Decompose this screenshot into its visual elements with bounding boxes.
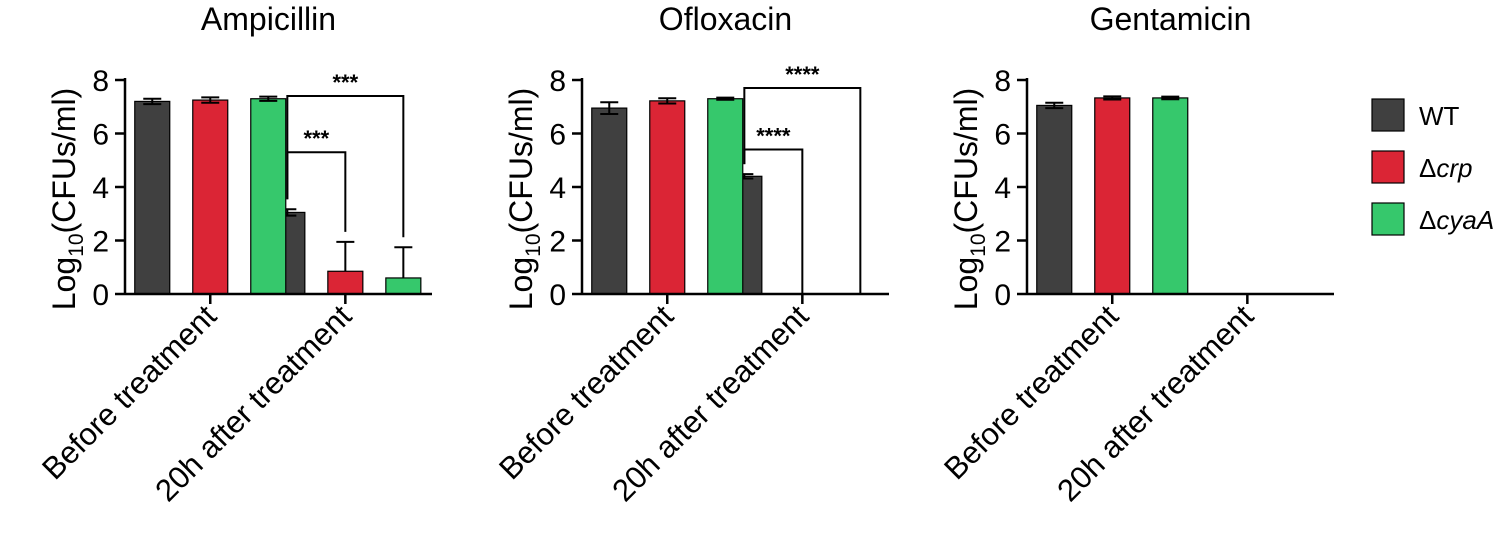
y-tick-label: 0 <box>994 279 1011 312</box>
legend-item-2: Δcrp <box>1371 150 1473 184</box>
y-tick-label: 6 <box>92 119 109 152</box>
y-tick-label: 6 <box>994 119 1011 152</box>
error-bar <box>716 96 735 101</box>
error-bar <box>1103 95 1122 101</box>
y-axis-label: Log10(CFUs/ml) <box>46 88 88 310</box>
y-tick-label: 2 <box>92 226 109 259</box>
legend-swatch <box>1371 150 1405 184</box>
y-tick-label: 4 <box>994 172 1011 205</box>
significance-bracket: **** <box>743 62 862 294</box>
legend-swatch <box>1371 202 1405 236</box>
chart-title: Ampicillin <box>201 1 336 37</box>
y-tick-label: 6 <box>549 119 566 152</box>
y-tick-label: 2 <box>549 226 566 259</box>
legend-swatch <box>1371 98 1405 132</box>
y-tick-label: 2 <box>994 226 1011 259</box>
bar-crp-1 <box>192 99 229 295</box>
legend: WT Δcrp ΔcyaA <box>1371 98 1494 236</box>
bar-crp-1 <box>1094 97 1131 295</box>
chart-title: Gentamicin <box>1090 1 1252 37</box>
bar-wt-1 <box>1036 104 1073 295</box>
y-tick-label: 0 <box>549 279 566 312</box>
bar-wt-1 <box>591 107 628 295</box>
y-axis-label: Log10(CFUs/ml) <box>948 88 990 310</box>
significance-label: *** <box>332 70 358 95</box>
significance-label: **** <box>756 124 791 149</box>
legend-item-1: WT <box>1371 98 1460 132</box>
y-axis-label: Log10(CFUs/ml) <box>503 88 545 310</box>
bar-crp-2 <box>327 270 364 295</box>
significance-label: *** <box>303 126 329 151</box>
legend-label: Δcrp <box>1419 153 1473 183</box>
bar-cyaA-1 <box>250 98 287 295</box>
bar-cyaA-2 <box>385 277 422 295</box>
error-bar <box>1045 101 1064 110</box>
error-bar <box>600 101 619 115</box>
bar-wt-1 <box>134 100 171 295</box>
error-bar <box>143 97 162 106</box>
error-bar <box>201 96 220 104</box>
bar-crp-1 <box>649 100 686 295</box>
significance-label: **** <box>785 62 820 87</box>
y-tick-label: 8 <box>549 65 566 98</box>
y-tick-label: 8 <box>994 65 1011 98</box>
y-tick-label: 8 <box>92 65 109 98</box>
y-tick-label: 4 <box>92 172 109 205</box>
bar-cyaA-1 <box>707 98 744 295</box>
chart-title: Ofloxacin <box>659 1 792 37</box>
error-bar <box>394 246 413 278</box>
significance-bracket: *** <box>286 70 405 238</box>
legend-label: WT <box>1419 101 1460 131</box>
legend-item-3: ΔcyaA <box>1371 202 1494 236</box>
legend-label: ΔcyaA <box>1419 205 1494 235</box>
error-bar <box>1161 95 1180 101</box>
bar-cyaA-1 <box>1152 97 1189 295</box>
y-tick-label: 0 <box>92 279 109 312</box>
error-bar <box>658 97 677 105</box>
error-bar <box>259 95 278 102</box>
error-bar <box>336 240 355 272</box>
y-tick-label: 4 <box>549 172 566 205</box>
